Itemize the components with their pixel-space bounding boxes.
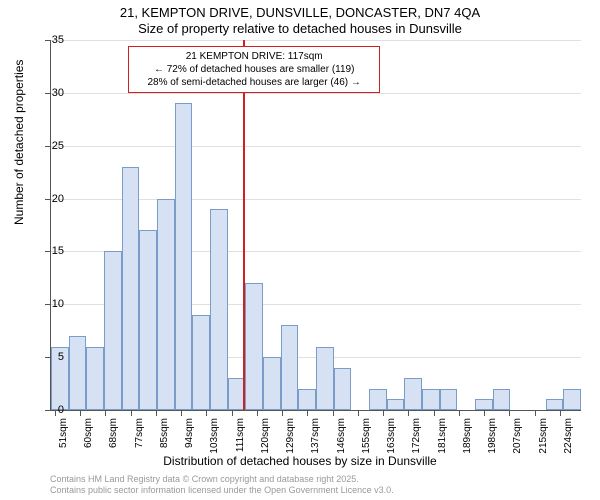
footer-line1: Contains HM Land Registry data © Crown c…: [50, 474, 394, 485]
histogram-bar: [404, 378, 422, 410]
x-tick-label: 163sqm: [386, 418, 397, 454]
y-tick: [45, 40, 51, 41]
x-tick-label: 215sqm: [538, 418, 549, 454]
chart-title-main: 21, KEMPTON DRIVE, DUNSVILLE, DONCASTER,…: [0, 5, 600, 20]
histogram-bar: [210, 209, 228, 410]
x-tick: [358, 410, 359, 416]
x-tick: [535, 410, 536, 416]
histogram-bar: [475, 399, 493, 410]
x-tick: [408, 410, 409, 416]
annotation-box: 21 KEMPTON DRIVE: 117sqm← 72% of detache…: [128, 46, 380, 93]
x-tick: [434, 410, 435, 416]
x-tick: [232, 410, 233, 416]
y-tick-label: 35: [52, 34, 64, 46]
x-tick: [55, 410, 56, 416]
x-tick: [206, 410, 207, 416]
x-tick: [459, 410, 460, 416]
x-tick-label: 137sqm: [310, 418, 321, 454]
x-tick-label: 155sqm: [361, 418, 372, 454]
x-tick: [333, 410, 334, 416]
x-tick: [131, 410, 132, 416]
chart-container: 21 KEMPTON DRIVE: 117sqm← 72% of detache…: [50, 40, 580, 410]
x-tick-label: 172sqm: [411, 418, 422, 454]
footer-attribution: Contains HM Land Registry data © Crown c…: [50, 474, 394, 496]
chart-title-sub: Size of property relative to detached ho…: [0, 21, 600, 36]
histogram-bar: [175, 103, 193, 410]
histogram-bar: [493, 389, 511, 410]
histogram-bar: [369, 389, 387, 410]
x-tick-label: 189sqm: [462, 418, 473, 454]
y-tick-label: 25: [52, 140, 64, 152]
histogram-bar: [316, 347, 334, 410]
annotation-line: 21 KEMPTON DRIVE: 117sqm: [135, 50, 373, 63]
histogram-bar: [281, 325, 299, 410]
x-tick: [257, 410, 258, 416]
x-tick-label: 129sqm: [285, 418, 296, 454]
x-tick-label: 77sqm: [134, 418, 145, 448]
histogram-bar: [104, 251, 122, 410]
x-tick-label: 103sqm: [209, 418, 220, 454]
x-tick-label: 94sqm: [184, 418, 195, 448]
x-tick: [560, 410, 561, 416]
y-tick: [45, 146, 51, 147]
x-tick-label: 85sqm: [159, 418, 170, 448]
x-tick: [105, 410, 106, 416]
x-tick-label: 120sqm: [260, 418, 271, 454]
x-tick-label: 51sqm: [58, 418, 69, 448]
x-tick-label: 60sqm: [83, 418, 94, 448]
histogram-bar: [157, 199, 175, 410]
y-tick: [45, 410, 51, 411]
x-tick: [181, 410, 182, 416]
x-tick: [80, 410, 81, 416]
histogram-bar: [245, 283, 263, 410]
grid-line: [51, 146, 581, 147]
grid-line: [51, 40, 581, 41]
y-axis-label: Number of detached properties: [12, 60, 26, 225]
plot-area: 21 KEMPTON DRIVE: 117sqm← 72% of detache…: [50, 40, 581, 411]
histogram-bar: [422, 389, 440, 410]
y-tick-label: 0: [58, 404, 64, 416]
x-tick: [509, 410, 510, 416]
footer-line2: Contains public sector information licen…: [50, 485, 394, 496]
x-tick-label: 198sqm: [487, 418, 498, 454]
x-tick-label: 111sqm: [235, 418, 246, 452]
x-tick: [484, 410, 485, 416]
reference-line: [243, 40, 245, 410]
annotation-line: ← 72% of detached houses are smaller (11…: [135, 63, 373, 76]
x-tick-label: 68sqm: [108, 418, 119, 448]
x-tick-label: 146sqm: [336, 418, 347, 454]
histogram-bar: [563, 389, 581, 410]
y-tick: [45, 199, 51, 200]
y-tick-label: 15: [52, 245, 64, 257]
histogram-bar: [86, 347, 104, 410]
y-tick-label: 5: [58, 351, 64, 363]
x-tick-label: 224sqm: [563, 418, 574, 454]
x-tick: [307, 410, 308, 416]
y-tick: [45, 93, 51, 94]
x-tick-label: 207sqm: [512, 418, 523, 454]
y-tick-label: 20: [52, 193, 64, 205]
x-tick: [282, 410, 283, 416]
x-tick: [383, 410, 384, 416]
histogram-bar: [546, 399, 564, 410]
y-tick-label: 30: [52, 87, 64, 99]
x-axis-label: Distribution of detached houses by size …: [0, 454, 600, 468]
y-tick: [45, 251, 51, 252]
histogram-bar: [122, 167, 140, 410]
histogram-bar: [139, 230, 157, 410]
x-tick: [156, 410, 157, 416]
y-tick-label: 10: [52, 298, 64, 310]
histogram-bar: [298, 389, 316, 410]
y-tick: [45, 304, 51, 305]
x-tick-label: 181sqm: [437, 418, 448, 454]
histogram-bar: [440, 389, 458, 410]
histogram-bar: [263, 357, 281, 410]
annotation-line: 28% of semi-detached houses are larger (…: [135, 76, 373, 89]
histogram-bar: [69, 336, 87, 410]
histogram-bar: [387, 399, 405, 410]
histogram-bar: [334, 368, 352, 410]
histogram-bar: [192, 315, 210, 410]
